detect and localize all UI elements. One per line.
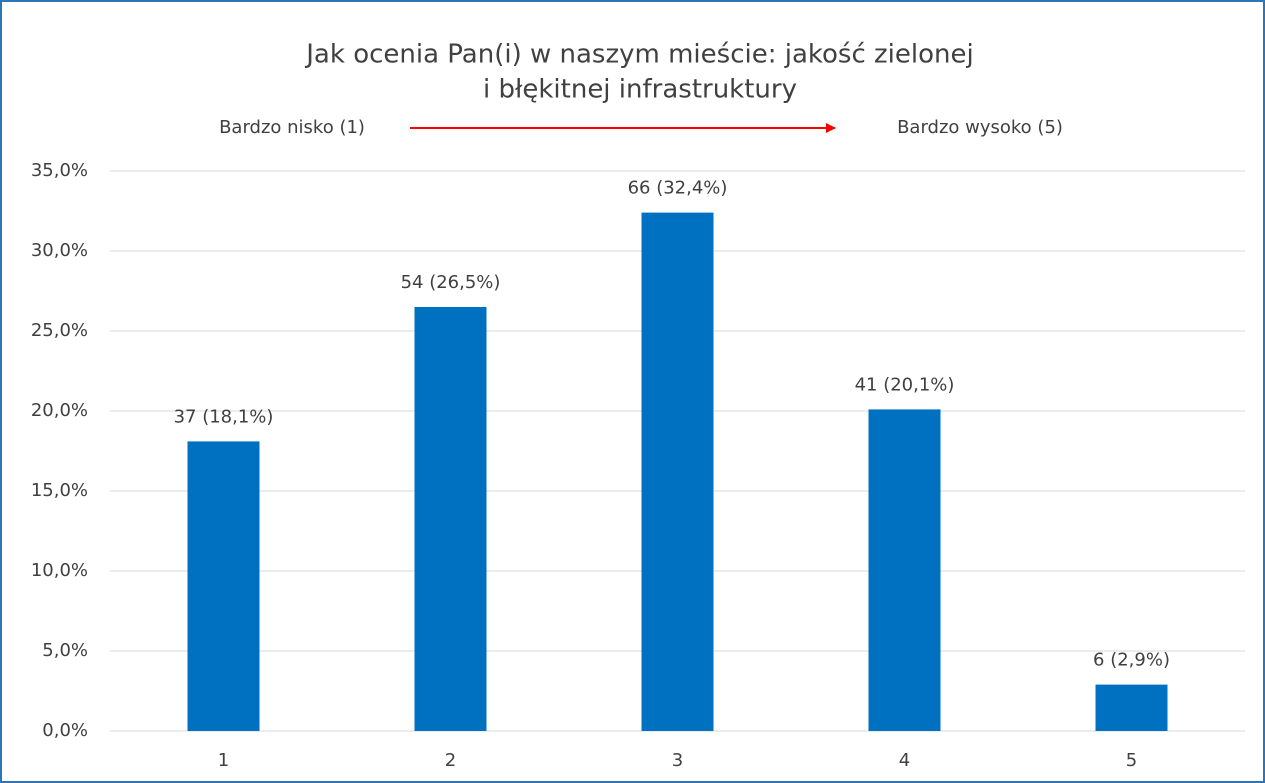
bar bbox=[414, 307, 487, 731]
chart-title: i błękitnej infrastruktury bbox=[483, 75, 797, 105]
y-tick-label: 0,0% bbox=[42, 720, 88, 741]
chart-title: Jak ocenia Pan(i) w naszym mieście: jako… bbox=[304, 40, 973, 70]
y-tick-label: 15,0% bbox=[31, 480, 88, 501]
x-tick-label: 4 bbox=[899, 750, 910, 771]
x-tick-label: 5 bbox=[1126, 750, 1137, 771]
x-tick-label: 2 bbox=[445, 750, 456, 771]
y-tick-label: 30,0% bbox=[31, 240, 88, 261]
bar bbox=[641, 212, 714, 732]
x-tick-label: 1 bbox=[218, 750, 229, 771]
data-label: 41 (20,1%) bbox=[855, 374, 955, 395]
y-tick-label: 5,0% bbox=[42, 640, 88, 661]
x-tick-label: 3 bbox=[672, 750, 683, 771]
y-tick-label: 20,0% bbox=[31, 400, 88, 421]
bar bbox=[1095, 684, 1168, 731]
y-tick-label: 35,0% bbox=[31, 160, 88, 181]
bar bbox=[187, 441, 260, 731]
data-label: 37 (18,1%) bbox=[174, 406, 274, 427]
y-tick-label: 10,0% bbox=[31, 560, 88, 581]
annotation: Bardzo wysoko (5) bbox=[897, 117, 1063, 138]
data-label: 54 (26,5%) bbox=[401, 272, 501, 293]
data-label: 6 (2,9%) bbox=[1093, 650, 1170, 671]
annotation: Bardzo nisko (1) bbox=[219, 117, 365, 138]
data-label: 66 (32,4%) bbox=[628, 178, 728, 199]
bar bbox=[868, 409, 941, 731]
y-tick-label: 25,0% bbox=[31, 320, 88, 341]
